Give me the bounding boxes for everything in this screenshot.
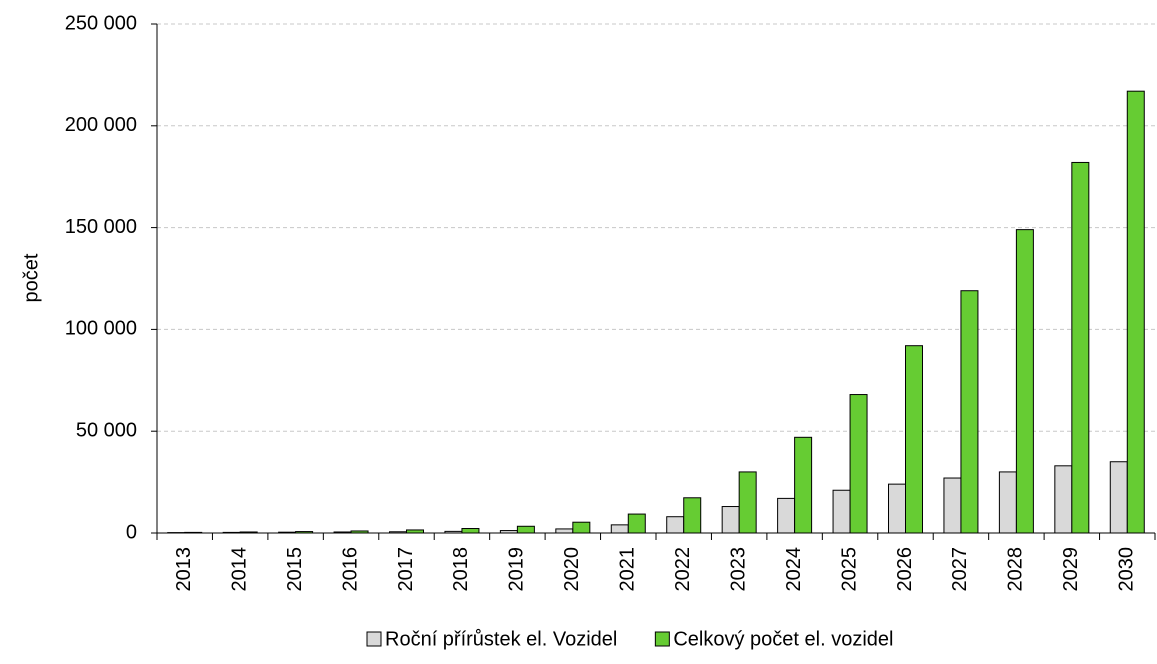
bar bbox=[795, 437, 812, 533]
y-axis-label: počet bbox=[20, 253, 42, 302]
bar bbox=[500, 531, 517, 533]
x-tick-label: 2014 bbox=[228, 547, 250, 592]
bar bbox=[1016, 230, 1033, 533]
x-tick-label: 2028 bbox=[1005, 547, 1027, 592]
y-tick-label: 250 000 bbox=[65, 12, 137, 34]
bar bbox=[628, 514, 645, 533]
bar bbox=[906, 346, 923, 533]
bar bbox=[279, 532, 296, 533]
bar bbox=[351, 531, 368, 533]
x-tick-label: 2030 bbox=[1116, 547, 1138, 592]
bar bbox=[573, 522, 590, 533]
bar bbox=[517, 526, 534, 533]
bar bbox=[850, 395, 867, 533]
bar bbox=[296, 532, 313, 533]
y-tick-label: 50 000 bbox=[76, 419, 137, 441]
x-tick-label: 2019 bbox=[506, 547, 528, 592]
x-tick-label: 2016 bbox=[339, 547, 361, 592]
x-tick-label: 2025 bbox=[838, 547, 860, 592]
bar bbox=[961, 291, 978, 533]
bar bbox=[944, 478, 961, 533]
bar bbox=[240, 532, 257, 533]
x-tick-label: 2020 bbox=[561, 547, 583, 592]
y-tick-label: 150 000 bbox=[65, 216, 137, 238]
bar bbox=[611, 525, 628, 533]
bar bbox=[1055, 466, 1072, 533]
legend-label: Celkový počet el. vozidel bbox=[673, 628, 893, 650]
x-tick-label: 2013 bbox=[173, 547, 195, 592]
x-tick-label: 2023 bbox=[727, 547, 749, 592]
legend-label: Roční přírůstek el. Vozidel bbox=[385, 628, 617, 650]
bar bbox=[407, 530, 424, 533]
x-tick-label: 2024 bbox=[783, 547, 805, 592]
legend-swatch bbox=[367, 632, 381, 646]
bar bbox=[889, 484, 906, 533]
bar bbox=[684, 498, 701, 533]
bar bbox=[462, 529, 479, 533]
bar bbox=[390, 532, 407, 533]
bar bbox=[1072, 162, 1089, 533]
bar bbox=[739, 472, 756, 533]
y-tick-label: 0 bbox=[126, 521, 137, 543]
x-tick-label: 2015 bbox=[284, 547, 306, 592]
x-tick-label: 2029 bbox=[1060, 547, 1082, 592]
legend-swatch bbox=[655, 632, 669, 646]
bar bbox=[1110, 462, 1127, 533]
bar bbox=[778, 498, 795, 533]
bar bbox=[833, 490, 850, 533]
bar bbox=[1127, 91, 1144, 533]
bar bbox=[999, 472, 1016, 533]
bar bbox=[667, 517, 684, 533]
x-tick-label: 2022 bbox=[672, 547, 694, 592]
x-tick-label: 2026 bbox=[894, 547, 916, 592]
x-tick-label: 2027 bbox=[949, 547, 971, 592]
bar bbox=[445, 531, 462, 533]
bar bbox=[223, 532, 240, 533]
x-tick-label: 2021 bbox=[617, 547, 639, 592]
x-tick-label: 2018 bbox=[450, 547, 472, 592]
bar bbox=[334, 532, 351, 533]
x-tick-label: 2017 bbox=[395, 547, 417, 592]
y-tick-label: 200 000 bbox=[65, 114, 137, 136]
bar bbox=[722, 507, 739, 533]
y-tick-label: 100 000 bbox=[65, 318, 137, 340]
bar bbox=[185, 532, 202, 533]
bar bbox=[556, 529, 573, 533]
